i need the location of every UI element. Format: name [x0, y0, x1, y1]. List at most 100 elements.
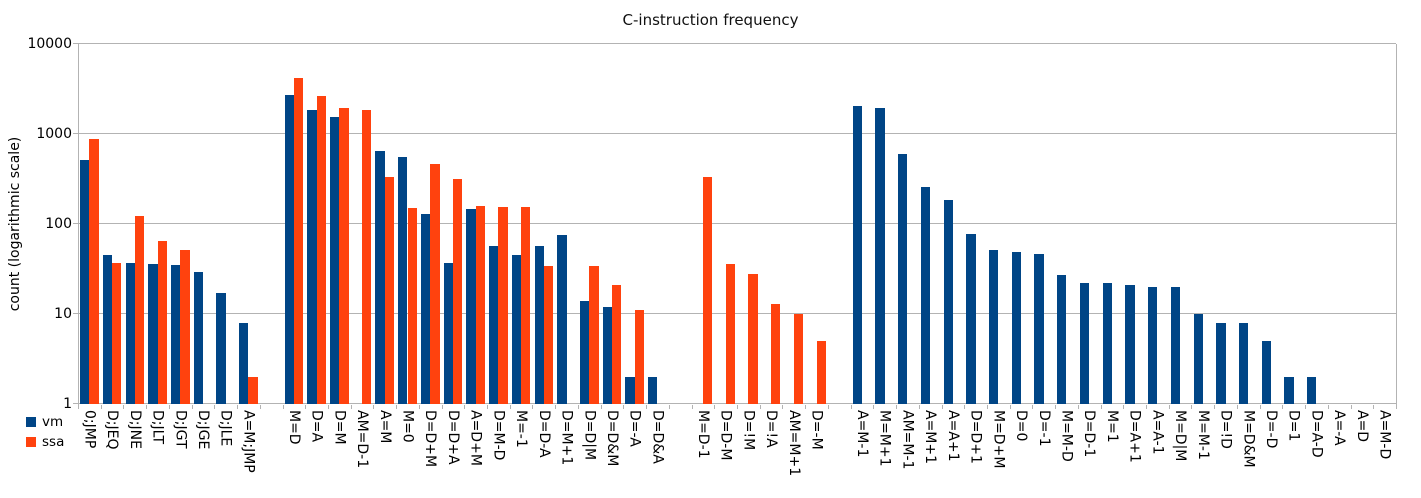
vm-bar [284, 95, 294, 404]
x-category-label: AM=D-1 [354, 410, 371, 469]
x-category-label: M=0 [399, 410, 416, 443]
y-axis-line [78, 44, 79, 405]
x-category-label: D=-D [1263, 410, 1280, 449]
x-tick [1123, 405, 1125, 409]
x-category-label: D=D+M [422, 410, 439, 468]
x-tick [759, 405, 761, 409]
x-tick [78, 405, 79, 409]
x-tick [850, 405, 852, 409]
x-tick [577, 405, 579, 409]
ssa-bar [748, 273, 758, 404]
x-category-label: D;JNE [126, 410, 143, 449]
x-category-label: D=D+1 [967, 410, 984, 464]
x-tick [805, 405, 807, 409]
vm-bar [443, 262, 453, 404]
vm-bar [898, 153, 908, 404]
vm-bar [648, 376, 658, 404]
ssa-bar [407, 208, 417, 404]
x-tick [282, 405, 284, 409]
gridline [78, 223, 1396, 224]
x-category-label: A=M;JMP [240, 410, 257, 473]
x-category-label: D=M [331, 410, 348, 445]
y-tick [73, 223, 78, 224]
vm-bar [239, 322, 249, 404]
vm-bar [602, 306, 612, 404]
x-tick [532, 405, 534, 409]
vm-legend-label: vm [42, 414, 64, 430]
x-tick [1055, 405, 1057, 409]
x-category-label: D;JLE [217, 410, 234, 447]
vm-bar [1193, 314, 1203, 404]
x-category-label: D=-M [808, 410, 825, 450]
ssa-bar [89, 138, 99, 404]
x-tick [1236, 405, 1238, 409]
y-tick [73, 313, 78, 314]
vm-bar [1034, 253, 1044, 404]
x-tick [873, 405, 875, 409]
x-tick [555, 405, 557, 409]
x-tick [827, 405, 829, 409]
vm-bar [1261, 341, 1271, 404]
x-category-label: D=A-D [1308, 410, 1325, 458]
x-category-label: D=D-1 [1081, 410, 1098, 458]
x-tick [1327, 405, 1329, 409]
vm-bar [1011, 251, 1022, 404]
x-category-label: M=D [285, 410, 302, 445]
x-tick [1350, 405, 1352, 409]
x-tick [986, 405, 988, 409]
vm-bar [102, 255, 113, 404]
x-category-label: A=A-1 [1149, 410, 1166, 455]
x-category-label: D;JLT [149, 410, 166, 445]
x-category-label: D=!D [1217, 410, 1234, 449]
x-tick [1100, 405, 1102, 409]
x-category-label: AM=M+1 [785, 410, 802, 477]
ssa-bar [134, 216, 145, 404]
x-category-label: D=!M [740, 410, 757, 451]
x-category-label: M=-1 [513, 410, 530, 448]
x-category-label: M=M+1 [876, 410, 893, 467]
x-category-label: D=D-A [535, 410, 552, 458]
x-tick [918, 405, 920, 409]
x-tick [1396, 405, 1397, 409]
x-category-label: AM=M-1 [899, 410, 916, 470]
x-category-label: 0;JMP [81, 410, 98, 449]
vm-bar [852, 105, 862, 404]
x-tick [100, 405, 102, 409]
x-tick [737, 405, 738, 409]
vm-bar [1170, 286, 1181, 404]
x-category-label: D=D&A [649, 410, 666, 464]
x-tick [418, 405, 420, 409]
ssa-bar [612, 285, 622, 404]
ssa-bar [452, 178, 463, 404]
vm-bar [307, 110, 317, 404]
y-tick-label: 10000 [27, 36, 72, 52]
ssa-bar [112, 262, 122, 404]
x-tick [168, 405, 170, 409]
x-tick [600, 405, 602, 409]
x-category-label: D=D+A [444, 410, 461, 465]
vm-bar [193, 272, 203, 404]
x-tick [1146, 405, 1148, 409]
vm-bar [989, 250, 999, 404]
ssa-bar [339, 107, 349, 404]
x-category-label: A=-A [1331, 410, 1348, 446]
x-tick [396, 405, 398, 409]
x-category-label: D=0 [1013, 410, 1030, 442]
x-category-label: M=M-1 [1194, 410, 1211, 460]
vm-bar [148, 263, 158, 404]
ssa-bar [521, 206, 531, 404]
ssa-bar [157, 240, 167, 404]
x-tick [646, 405, 648, 409]
x-tick [782, 405, 784, 409]
vm-bar [1238, 322, 1249, 404]
x-tick [896, 405, 898, 409]
x-tick [350, 405, 352, 409]
x-tick [214, 405, 216, 409]
x-category-label: D=1 [1285, 410, 1302, 442]
x-category-label: A=M+1 [922, 410, 939, 465]
ssa-bar [725, 263, 735, 404]
y-tick [73, 403, 78, 404]
vm-bar [330, 117, 340, 404]
x-category-label: D=M+1 [558, 410, 575, 466]
x-tick [964, 405, 966, 409]
